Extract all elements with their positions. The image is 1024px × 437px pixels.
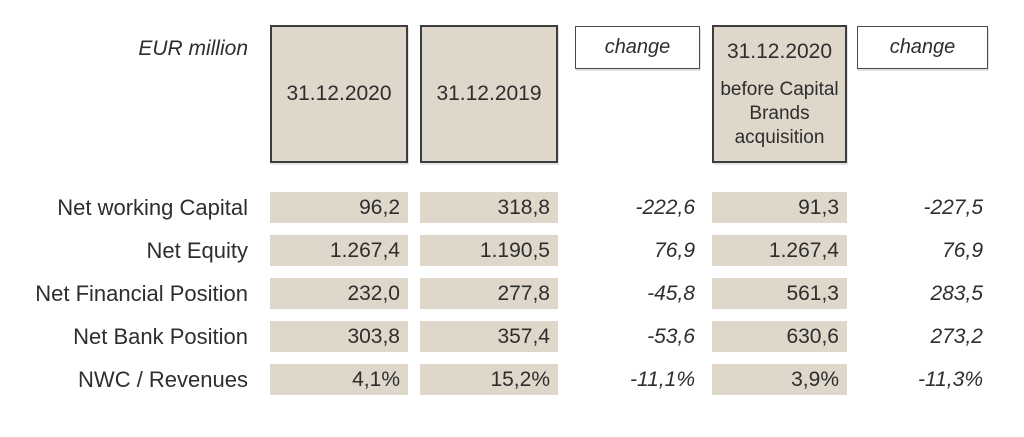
- row-label: NWC / Revenues: [78, 367, 248, 392]
- column-header-change-1: change: [575, 26, 700, 69]
- value-cell-change-1: -45,8: [647, 282, 695, 305]
- value-cell-2020-before: 3,9%: [712, 364, 847, 395]
- value-cell-2020: 232,0: [270, 278, 408, 309]
- column-header-2019-label: 31.12.2019: [436, 82, 542, 105]
- value-cell-change-1: 76,9: [654, 239, 695, 262]
- column-header-2020-before-note: before Capital Brands acquisition: [720, 79, 839, 148]
- value-cell-change-2: 76,9: [942, 239, 983, 262]
- value-cell-change-1: -53,6: [647, 325, 695, 348]
- column-header-change-2-label: change: [889, 36, 956, 58]
- value-cell-change-2: 273,2: [930, 325, 983, 348]
- value-cell-2019: 1.190,5: [420, 235, 558, 266]
- value-cell-change-1: -11,1%: [630, 368, 695, 391]
- row-label: Net Financial Position: [35, 281, 248, 306]
- value-cell-2020-before: 630,6: [712, 321, 847, 352]
- column-header-2020: 31.12.2020: [270, 25, 408, 163]
- value-cell-2020: 303,8: [270, 321, 408, 352]
- column-header-change-2: change: [857, 26, 988, 69]
- value-cell-change-2: 283,5: [930, 282, 983, 305]
- row-label: Net Equity: [146, 238, 249, 263]
- value-cell-2020: 4,1%: [270, 364, 408, 395]
- column-header-2020-label: 31.12.2020: [286, 82, 392, 105]
- column-header-2020-before-acquisition: 31.12.2020 before Capital Brands acquisi…: [712, 25, 847, 163]
- table-row: Net Equity 1.267,4 1.190,5 76,9 1.267,4 …: [0, 235, 1024, 266]
- unit-label: EUR million: [138, 37, 248, 60]
- value-cell-2020: 96,2: [270, 192, 408, 223]
- value-cell-change-1: -222,6: [635, 196, 695, 219]
- column-header-2020-before-date: 31.12.2020: [726, 40, 833, 63]
- row-label: Net Bank Position: [73, 324, 248, 349]
- row-label: Net working Capital: [57, 195, 248, 220]
- table-header: EUR million 31.12.2020 31.12.2019 change…: [0, 25, 1024, 163]
- value-cell-2020-before: 1.267,4: [712, 235, 847, 266]
- table-row: Net Financial Position 232,0 277,8 -45,8…: [0, 278, 1024, 309]
- column-header-change-1-label: change: [604, 36, 671, 58]
- table-body: Net working Capital 96,2 318,8 -222,6 91…: [0, 192, 1024, 395]
- table-row: NWC / Revenues 4,1% 15,2% -11,1% 3,9% -1…: [0, 364, 1024, 395]
- value-cell-2020-before: 91,3: [712, 192, 847, 223]
- value-cell-2020-before: 561,3: [712, 278, 847, 309]
- column-header-2019: 31.12.2019: [420, 25, 558, 163]
- value-cell-2020: 1.267,4: [270, 235, 408, 266]
- value-cell-2019: 15,2%: [420, 364, 558, 395]
- value-cell-change-2: -227,5: [923, 196, 983, 219]
- value-cell-2019: 357,4: [420, 321, 558, 352]
- value-cell-2019: 318,8: [420, 192, 558, 223]
- table-row: Net Bank Position 303,8 357,4 -53,6 630,…: [0, 321, 1024, 352]
- value-cell-change-2: -11,3%: [918, 368, 983, 391]
- table-row: Net working Capital 96,2 318,8 -222,6 91…: [0, 192, 1024, 223]
- value-cell-2019: 277,8: [420, 278, 558, 309]
